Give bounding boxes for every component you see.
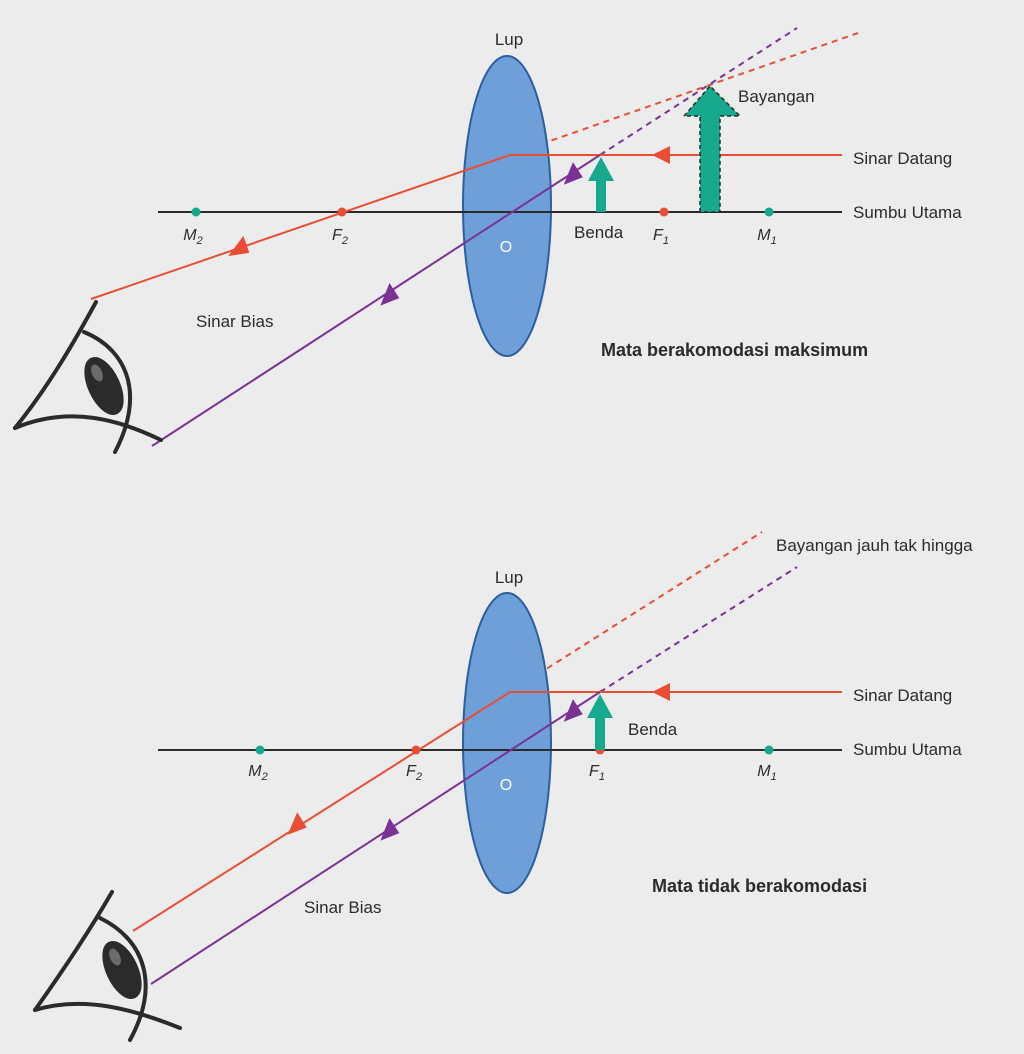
caption: Mata tidak berakomodasi <box>652 876 867 896</box>
object-arrow <box>587 694 613 750</box>
incoming-ray-arrowhead <box>652 146 670 164</box>
eye-icon <box>33 890 182 1042</box>
object-label: Benda <box>574 223 624 242</box>
incoming-ray-label: Sinar Datang <box>853 686 952 705</box>
point-m1-label: M1 <box>757 227 776 247</box>
caption: Mata berakomodasi maksimum <box>601 340 868 360</box>
purple-ray-arrowhead-1 <box>563 699 583 722</box>
purple-ray-arrowhead-1 <box>563 162 583 185</box>
point-m1 <box>764 745 774 755</box>
purple-ray <box>151 154 601 447</box>
point-m1 <box>764 207 774 217</box>
refracted-red-arrowhead <box>287 812 307 835</box>
point-m2-label: M2 <box>248 763 267 783</box>
point-f1-label: F1 <box>589 763 605 783</box>
refracted-red-arrowhead <box>228 235 250 256</box>
purple-ray-extension <box>599 566 798 693</box>
eye-icon <box>13 300 163 454</box>
principal-axis-label: Sumbu Utama <box>853 203 962 222</box>
panel-max-accommodation: O M2 F2 F1 M1 Lup Bayangan Sinar Datang … <box>13 27 962 454</box>
point-m2 <box>255 745 265 755</box>
point-f2-label: F2 <box>406 763 422 783</box>
incoming-ray-arrowhead <box>652 683 670 701</box>
point-m1-label: M1 <box>757 763 776 783</box>
panel-no-accommodation: O M2 F2 F1 M1 Lup Bayangan jauh tak hing… <box>33 531 973 1042</box>
lens-label: Lup <box>495 568 523 587</box>
point-f1-label: F1 <box>653 227 669 247</box>
refracted-red-ray <box>132 691 511 932</box>
point-m2-label: M2 <box>183 227 202 247</box>
point-f2 <box>411 745 421 755</box>
magnifier-lens <box>462 592 552 894</box>
red-ray-extension <box>509 531 763 693</box>
point-f1 <box>659 207 669 217</box>
lens-center-label: O <box>500 239 512 256</box>
lens-label: Lup <box>495 30 523 49</box>
incoming-ray-label: Sinar Datang <box>853 149 952 168</box>
lens-center-label: O <box>500 777 512 794</box>
point-m2 <box>191 207 201 217</box>
principal-axis-label: Sumbu Utama <box>853 740 962 759</box>
image-label: Bayangan <box>738 87 815 106</box>
image-label: Bayangan jauh tak hingga <box>776 536 973 555</box>
object-label: Benda <box>628 720 678 739</box>
refracted-red-ray <box>90 154 511 300</box>
refracted-ray-label: Sinar Bias <box>304 898 381 917</box>
magnifier-lens <box>462 55 552 357</box>
image-arrow <box>682 84 742 213</box>
object-arrow <box>588 157 614 212</box>
point-f2 <box>337 207 347 217</box>
purple-ray-arrowhead-2 <box>380 283 400 306</box>
refracted-ray-label: Sinar Bias <box>196 312 273 331</box>
point-f2-label: F2 <box>332 227 348 247</box>
purple-ray-arrowhead-2 <box>380 818 400 841</box>
purple-ray <box>150 691 601 985</box>
